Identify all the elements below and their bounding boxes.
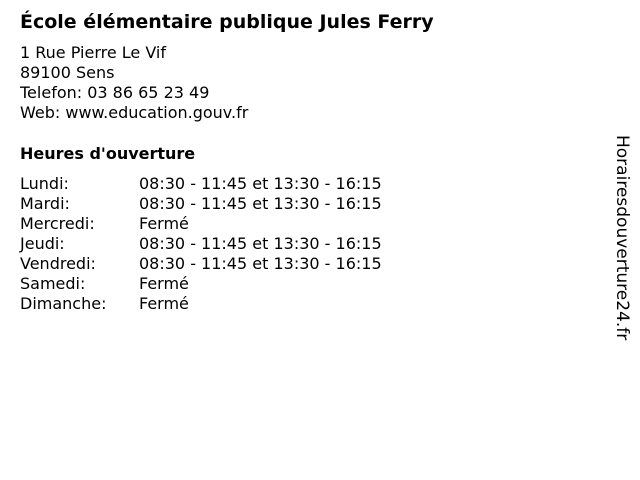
hours-table: Lundi: 08:30 - 11:45 et 13:30 - 16:15 Mar…	[20, 174, 382, 314]
street: 1 Rue Pierre Le Vif	[20, 43, 167, 62]
day-hours: Fermé	[139, 274, 189, 293]
hours-row: Dimanche: Fermé	[20, 294, 382, 314]
address-block: 1 Rue Pierre Le Vif 89100 Sens Telefon: …	[20, 43, 248, 123]
website: Web: www.education.gouv.fr	[20, 103, 249, 122]
phone: Telefon: 03 86 65 23 49	[20, 83, 210, 102]
day-hours: 08:30 - 11:45 et 13:30 - 16:15	[139, 254, 382, 273]
hours-row: Lundi: 08:30 - 11:45 et 13:30 - 16:15	[20, 174, 382, 194]
day-label: Samedi:	[20, 274, 86, 293]
day-hours: Fermé	[139, 214, 189, 233]
page-title: École élémentaire publique Jules Ferry	[20, 11, 434, 33]
day-label: Mercredi:	[20, 214, 95, 233]
day-label: Mardi:	[20, 194, 70, 213]
day-label: Lundi:	[20, 174, 69, 193]
city: 89100 Sens	[20, 63, 115, 82]
day-label: Dimanche:	[20, 294, 107, 313]
hours-row: Vendredi: 08:30 - 11:45 et 13:30 - 16:15	[20, 254, 382, 274]
hours-row: Mardi: 08:30 - 11:45 et 13:30 - 16:15	[20, 194, 382, 214]
hours-heading: Heures d'ouverture	[20, 144, 196, 163]
hours-row: Samedi: Fermé	[20, 274, 382, 294]
day-hours: 08:30 - 11:45 et 13:30 - 16:15	[139, 174, 382, 193]
watermark: Horairesdouverture24.fr	[612, 135, 632, 341]
day-label: Jeudi:	[20, 234, 65, 253]
hours-row: Mercredi: Fermé	[20, 214, 382, 234]
day-hours: Fermé	[139, 294, 189, 313]
hours-row: Jeudi: 08:30 - 11:45 et 13:30 - 16:15	[20, 234, 382, 254]
day-hours: 08:30 - 11:45 et 13:30 - 16:15	[139, 194, 382, 213]
day-hours: 08:30 - 11:45 et 13:30 - 16:15	[139, 234, 382, 253]
day-label: Vendredi:	[20, 254, 96, 273]
